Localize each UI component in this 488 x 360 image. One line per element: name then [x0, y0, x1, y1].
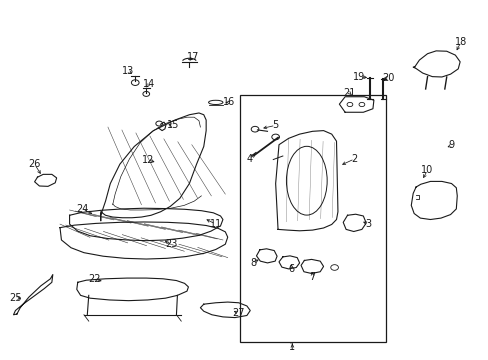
Text: 18: 18 [454, 37, 466, 47]
Text: 3: 3 [365, 219, 370, 229]
Text: 20: 20 [381, 73, 394, 83]
Text: 25: 25 [9, 293, 21, 303]
Text: 5: 5 [272, 120, 278, 130]
Text: 27: 27 [232, 309, 244, 318]
Text: 7: 7 [309, 272, 315, 282]
Text: 17: 17 [186, 52, 199, 62]
Text: 8: 8 [249, 257, 256, 267]
Text: 12: 12 [141, 154, 154, 165]
Text: 2: 2 [351, 154, 357, 164]
Text: 21: 21 [342, 87, 354, 98]
Text: 23: 23 [165, 239, 178, 249]
Text: 4: 4 [246, 154, 252, 164]
Text: 11: 11 [209, 219, 222, 229]
Text: 16: 16 [223, 98, 235, 107]
Text: 19: 19 [353, 72, 365, 82]
Bar [239, 95, 385, 342]
Text: 10: 10 [421, 165, 433, 175]
Text: 1: 1 [289, 342, 295, 352]
Text: 24: 24 [76, 204, 88, 214]
Text: 9: 9 [447, 140, 454, 150]
Text: 6: 6 [288, 264, 294, 274]
Text: 14: 14 [142, 79, 155, 89]
Text: 26: 26 [28, 159, 41, 169]
Text: 15: 15 [167, 120, 180, 130]
Text: 13: 13 [122, 66, 134, 76]
Text: 22: 22 [88, 274, 101, 284]
